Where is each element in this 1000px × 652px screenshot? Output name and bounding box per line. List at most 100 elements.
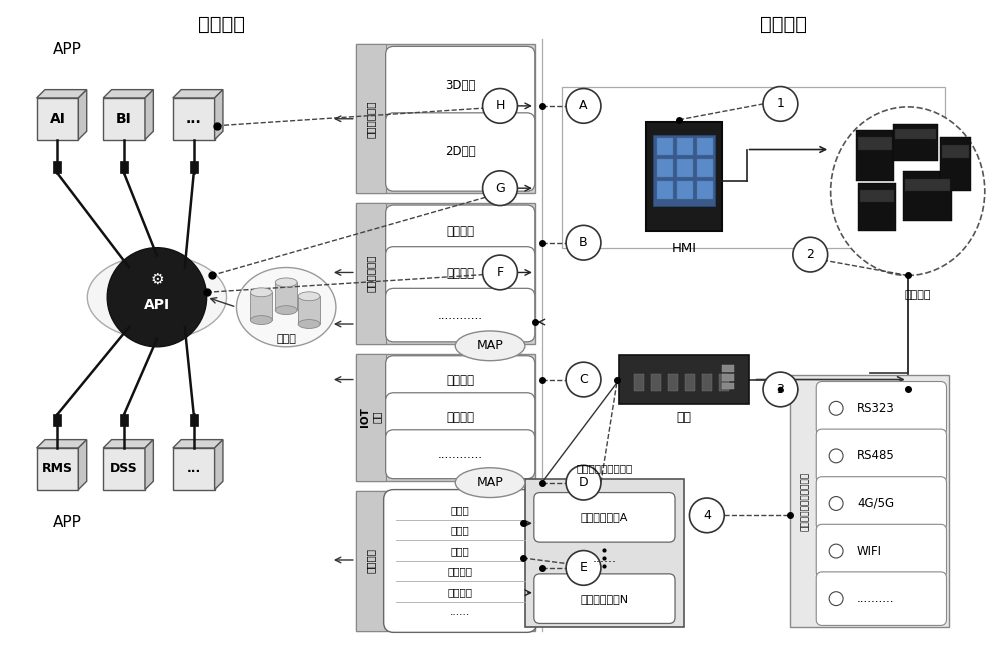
Bar (390, 496, 531, 627)
Bar (173, 98, 215, 140)
Text: ⚙: ⚙ (150, 272, 164, 287)
Text: 1: 1 (776, 97, 784, 110)
Text: ...: ... (187, 462, 201, 475)
Bar (790, 375, 949, 627)
Text: ......: ...... (592, 552, 616, 565)
Bar (646, 122, 722, 231)
Text: ..........: .......... (857, 592, 895, 605)
Text: ......: ...... (450, 607, 470, 617)
FancyBboxPatch shape (816, 572, 947, 625)
Text: ............: ............ (438, 308, 483, 321)
Text: 设备驱动单元A: 设备驱动单元A (581, 512, 628, 522)
FancyBboxPatch shape (386, 356, 535, 405)
FancyBboxPatch shape (386, 393, 535, 441)
Text: ............: ............ (438, 448, 483, 461)
Bar (103, 448, 145, 490)
Text: E: E (580, 561, 587, 574)
Bar (356, 203, 386, 344)
Bar (562, 87, 945, 248)
Bar (250, 292, 272, 320)
Ellipse shape (455, 467, 525, 497)
Text: AI: AI (50, 111, 65, 126)
Text: 4: 4 (703, 509, 711, 522)
Ellipse shape (831, 107, 985, 275)
Bar (697, 160, 713, 177)
Circle shape (483, 89, 517, 123)
Ellipse shape (455, 331, 525, 361)
Text: 设备履历: 设备履历 (446, 267, 474, 280)
Text: 物理特征模型: 物理特征模型 (366, 255, 376, 292)
Text: A: A (579, 99, 588, 112)
Bar (651, 374, 661, 391)
Text: 设备台账: 设备台账 (446, 226, 474, 239)
Text: 物理空间: 物理空间 (760, 15, 807, 34)
Ellipse shape (275, 306, 297, 314)
Bar (390, 359, 531, 476)
Circle shape (763, 87, 798, 121)
Ellipse shape (275, 278, 297, 287)
Bar (173, 448, 215, 490)
Bar (356, 354, 386, 481)
Circle shape (566, 226, 601, 260)
Text: 4G/5G: 4G/5G (857, 497, 894, 510)
Bar (858, 183, 896, 231)
Text: 2D模型: 2D模型 (445, 145, 476, 158)
Text: G: G (495, 182, 505, 195)
Polygon shape (37, 89, 87, 98)
Bar (634, 374, 644, 391)
Bar (893, 124, 938, 162)
FancyBboxPatch shape (386, 246, 535, 300)
Bar (356, 44, 535, 193)
Polygon shape (37, 439, 87, 448)
Text: HMI: HMI (671, 242, 696, 255)
Text: 工艺参数: 工艺参数 (446, 374, 474, 387)
Text: H: H (495, 99, 505, 112)
Text: 数据泵: 数据泵 (451, 505, 470, 515)
Polygon shape (103, 89, 153, 98)
Bar (619, 355, 749, 404)
Polygon shape (78, 89, 87, 140)
FancyBboxPatch shape (384, 490, 537, 632)
Bar (298, 296, 320, 324)
Text: 控制器: 控制器 (451, 546, 470, 556)
Bar (860, 190, 894, 202)
Bar (356, 490, 535, 631)
Circle shape (107, 248, 207, 347)
FancyBboxPatch shape (534, 574, 675, 623)
Text: MAP: MAP (477, 476, 503, 489)
Text: RMS: RMS (42, 462, 73, 475)
Bar (356, 490, 386, 631)
Bar (722, 383, 734, 389)
Text: ...: ... (186, 111, 202, 126)
Ellipse shape (87, 255, 227, 340)
Text: 制造设备: 制造设备 (904, 290, 931, 301)
Text: F: F (496, 266, 504, 279)
Bar (677, 160, 693, 177)
Polygon shape (145, 89, 153, 140)
Bar (905, 179, 950, 191)
Ellipse shape (250, 288, 272, 297)
Bar (525, 479, 684, 627)
Bar (702, 374, 712, 391)
Ellipse shape (236, 267, 336, 347)
Circle shape (483, 171, 517, 205)
Ellipse shape (298, 292, 320, 301)
Bar (657, 138, 673, 155)
Text: BI: BI (116, 111, 132, 126)
Text: D: D (579, 476, 588, 489)
Bar (903, 171, 952, 221)
FancyBboxPatch shape (816, 477, 947, 530)
Bar (677, 138, 693, 155)
Circle shape (566, 550, 601, 585)
FancyBboxPatch shape (534, 492, 675, 542)
Bar (356, 203, 535, 344)
Circle shape (763, 372, 798, 407)
Circle shape (566, 363, 601, 397)
Bar (37, 98, 78, 140)
FancyBboxPatch shape (386, 288, 535, 342)
Bar (668, 374, 678, 391)
Text: 连接池: 连接池 (451, 526, 470, 535)
Bar (722, 374, 734, 381)
Bar (190, 414, 198, 426)
Bar (697, 138, 713, 155)
